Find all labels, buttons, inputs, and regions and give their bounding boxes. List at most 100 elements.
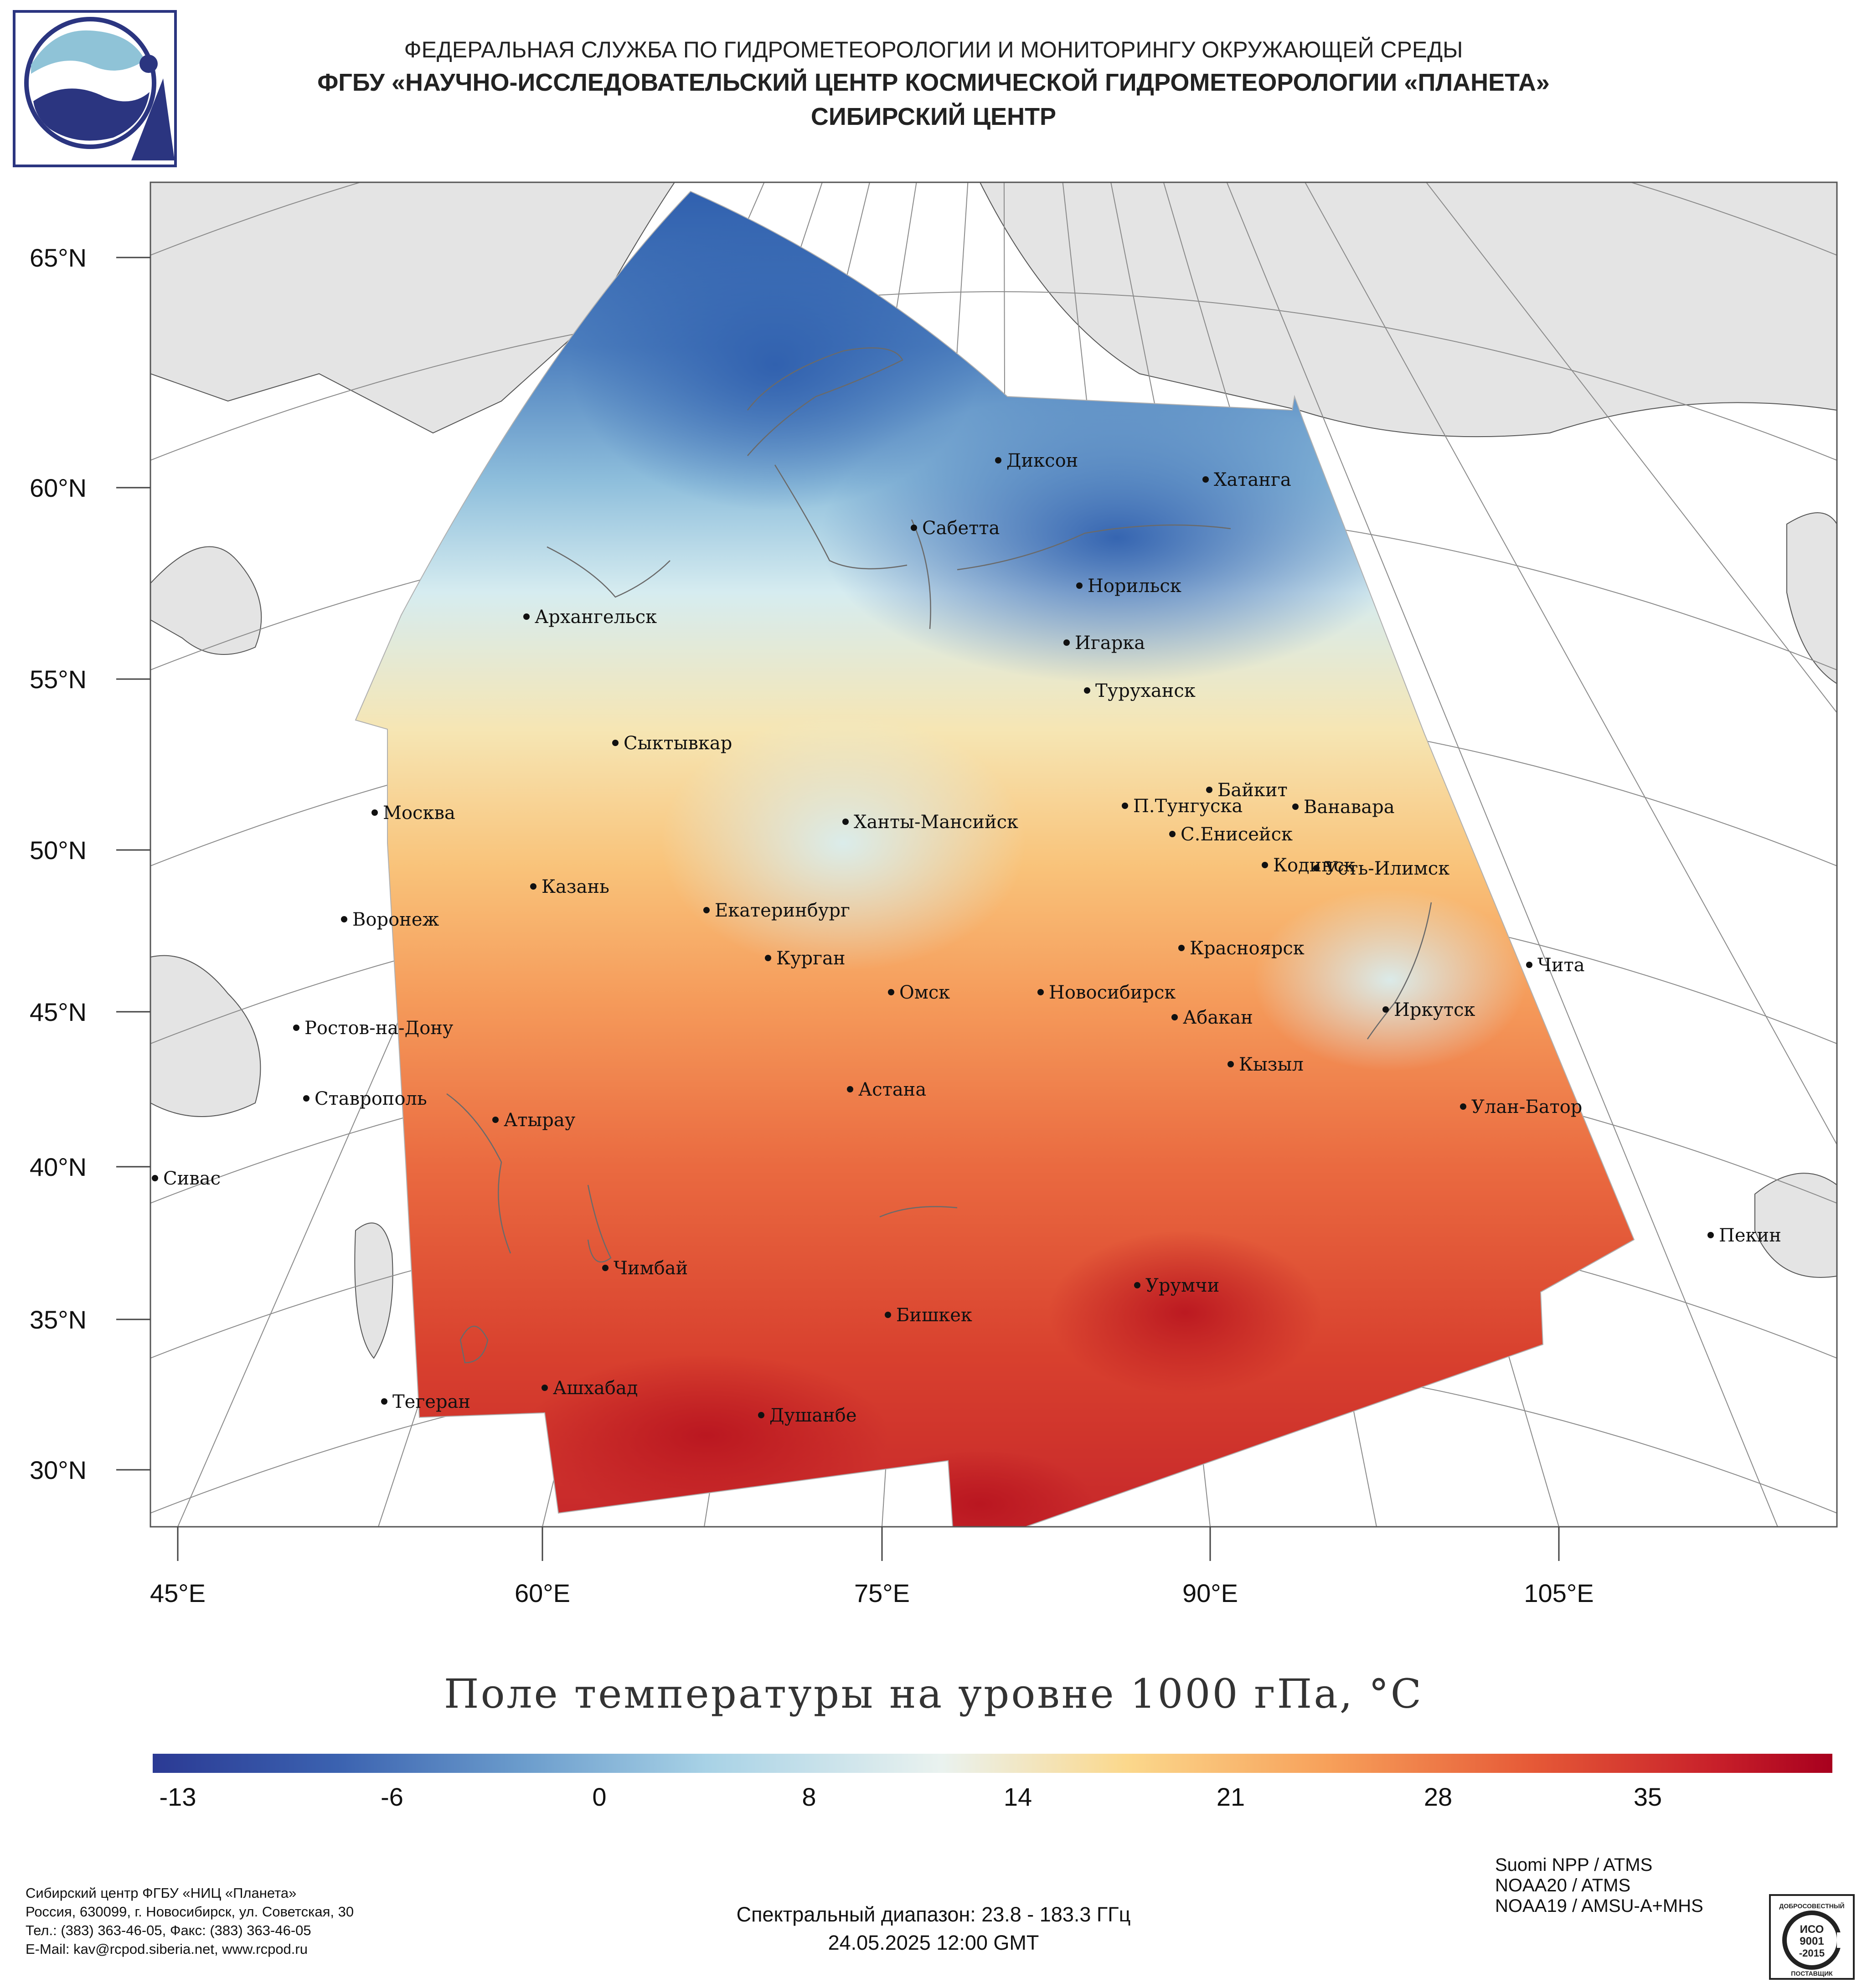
city-label: Курган xyxy=(776,948,846,969)
city-label: Иркутск xyxy=(1394,999,1475,1020)
lon-label: 45°E xyxy=(150,1579,206,1607)
lat-label: 55°N xyxy=(30,665,87,694)
city-dot xyxy=(995,457,1001,464)
colorbar-tick: 28 xyxy=(1423,1782,1453,1811)
city-label: Усть-Илимск xyxy=(1325,858,1449,879)
city-dot xyxy=(523,613,530,620)
city-dot xyxy=(341,916,347,922)
header-center: СИБИРСКИЙ ЦЕНТР xyxy=(810,103,1057,130)
colorbar-tick: 21 xyxy=(1216,1782,1245,1811)
city-dot xyxy=(602,1265,609,1271)
city-dot xyxy=(371,809,378,816)
city-label: Красноярск xyxy=(1190,938,1305,959)
city-label: Астана xyxy=(858,1079,926,1100)
city-dot xyxy=(703,907,710,913)
city-label: Сыктывкар xyxy=(624,733,732,754)
map-frame xyxy=(150,181,1838,1528)
city-label: Ростов-на-Дону xyxy=(304,1018,454,1039)
spectral-range: Спектральный диапазон: 23.8 - 183.3 ГГц xyxy=(736,1903,1131,1926)
colorbar-tick: 14 xyxy=(1003,1782,1032,1811)
city-markers: Диксон Хатанга Сабетта Норильск Архангельск И… xyxy=(152,450,1781,1426)
header-agency: ФЕДЕРАЛЬНАЯ СЛУЖБА ПО ГИДРОМЕТЕОРОЛОГИИ … xyxy=(404,37,1463,62)
lon-label: 105°E xyxy=(1524,1579,1594,1607)
planeta-logo xyxy=(13,10,177,167)
city-dot xyxy=(1313,865,1320,871)
lat-label: 35°N xyxy=(30,1305,87,1334)
satellite-item: Suomi NPP / ATMS xyxy=(1495,1855,1653,1875)
city-label: Сабетта xyxy=(922,518,1000,539)
header-institute: ФГБУ «НАУЧНО-ИССЛЕДОВАТЕЛЬСКИЙ ЦЕНТР КОС… xyxy=(317,69,1550,96)
city-dot xyxy=(542,1385,548,1391)
city-dot xyxy=(1227,1061,1234,1067)
swath-outline xyxy=(355,191,1635,1527)
satellite-item: NOAA19 / AMSU-A+MHS xyxy=(1495,1896,1703,1916)
city-label: С.Енисейск xyxy=(1181,824,1293,845)
city-label: Архангельск xyxy=(535,607,657,628)
city-label: Кодинск xyxy=(1273,855,1355,876)
city-label: Новосибирск xyxy=(1049,982,1176,1003)
lon-ticks xyxy=(177,1527,1560,1561)
city-label: Тегеран xyxy=(392,1391,470,1412)
iso-number: 9001 xyxy=(1800,1935,1824,1947)
city-label: Игарка xyxy=(1075,633,1145,654)
city-dot xyxy=(1460,1103,1466,1110)
city-dot xyxy=(1707,1232,1714,1238)
city-label: Ванавара xyxy=(1304,797,1395,818)
city-dot xyxy=(1526,962,1532,968)
city-label: Атырау xyxy=(504,1110,576,1131)
colorbar-tick: -13 xyxy=(159,1782,196,1811)
city-dot xyxy=(1202,476,1209,483)
footer-email: E-Mail: kav@rcpod.siberia.net, www.rcpod… xyxy=(26,1941,308,1957)
city-dot xyxy=(888,989,894,995)
city-label: Душанбе xyxy=(769,1405,857,1426)
colorbar-tick: -6 xyxy=(381,1782,403,1811)
city-label: Казань xyxy=(542,876,609,897)
city-label: Екатеринбург xyxy=(715,900,850,921)
colorbar-tick: 35 xyxy=(1633,1782,1662,1811)
city-dot xyxy=(612,740,619,746)
city-label: Воронеж xyxy=(352,909,439,930)
city-dot xyxy=(885,1312,891,1318)
city-dot xyxy=(1122,803,1128,809)
iso-year: -2015 xyxy=(1799,1947,1825,1959)
lat-ticks xyxy=(116,257,150,1471)
city-dot xyxy=(1084,687,1090,694)
city-label: Абакан xyxy=(1183,1007,1253,1028)
iso-badge-icon: ДОБРОСОВЕСТНЫЙ ИСО 9001 -2015 ПОСТАВЩИК xyxy=(1769,1894,1855,1980)
footer-satellites: Suomi NPP / ATMS NOAA20 / ATMS NOAA19 / … xyxy=(1495,1855,1703,1916)
satellite-item: NOAA20 / ATMS xyxy=(1495,1875,1631,1895)
city-dot xyxy=(1134,1282,1140,1288)
lat-label: 65°N xyxy=(30,243,87,272)
city-dot xyxy=(1262,862,1268,868)
city-dot xyxy=(293,1025,299,1031)
lat-label: 30°N xyxy=(30,1456,87,1484)
city-dot xyxy=(1063,639,1070,646)
footer-contacts: Сибирский центр ФГБУ «НИЦ «Планета» Росс… xyxy=(26,1884,354,1958)
lat-label: 60°N xyxy=(30,474,87,502)
timestamp: 24.05.2025 12:00 GMT xyxy=(828,1931,1039,1954)
city-dot xyxy=(842,819,849,825)
city-dot xyxy=(152,1175,158,1181)
city-dot xyxy=(1037,989,1044,995)
city-dot xyxy=(492,1117,499,1123)
city-dot xyxy=(381,1398,387,1405)
city-dot xyxy=(1169,831,1176,837)
city-label: Москва xyxy=(383,803,455,824)
colorbar-tick: 8 xyxy=(802,1782,816,1811)
city-dot xyxy=(1292,803,1299,810)
city-label: Байкит xyxy=(1217,780,1288,801)
lon-label: 75°E xyxy=(854,1579,910,1607)
lat-label: 50°N xyxy=(30,836,87,865)
city-label: Хатанга xyxy=(1214,469,1291,490)
city-label: Кызыл xyxy=(1239,1054,1304,1075)
city-label: Туруханск xyxy=(1095,680,1196,701)
footer-address: Россия, 630099, г. Новосибирск, ул. Сове… xyxy=(26,1904,354,1920)
iso-top-text: ДОБРОСОВЕСТНЫЙ xyxy=(1779,1902,1844,1910)
city-label: П.Тунгуска xyxy=(1133,796,1243,817)
map-title: Поле температуры на уровне 1000 гПа, °C xyxy=(444,1670,1423,1717)
lon-label: 90°E xyxy=(1182,1579,1238,1607)
city-label: Пекин xyxy=(1719,1225,1781,1246)
city-label: Урумчи xyxy=(1145,1275,1219,1296)
lon-label: 60°E xyxy=(515,1579,570,1607)
